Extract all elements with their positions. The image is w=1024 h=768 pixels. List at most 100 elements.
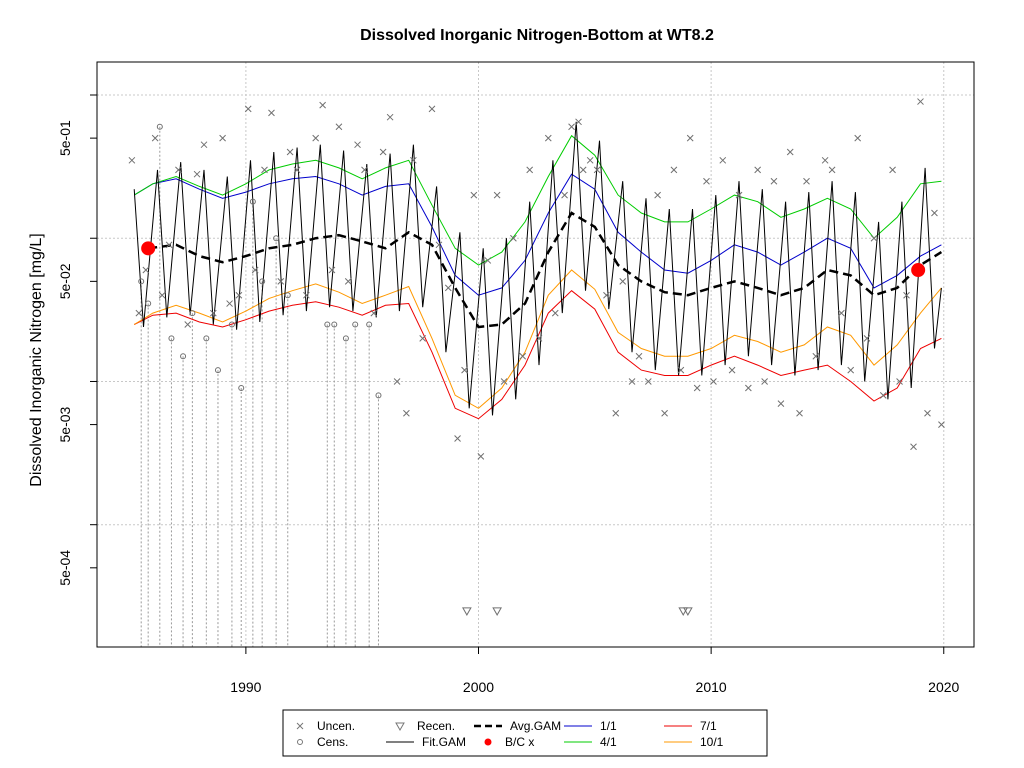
legend-label: Fit.GAM xyxy=(422,735,466,749)
point-uncensored xyxy=(828,166,836,174)
point-uncensored xyxy=(419,334,427,342)
point-uncensored xyxy=(654,191,661,199)
point-censored xyxy=(180,353,187,360)
point-uncensored xyxy=(693,384,701,392)
point-recensored xyxy=(462,607,472,616)
point-uncensored xyxy=(500,378,508,385)
point-censored xyxy=(203,335,210,342)
legend-item: 1/1 xyxy=(564,719,617,733)
chart-title: Dissolved Inorganic Nitrogen-Bottom at W… xyxy=(360,27,714,44)
point-uncensored xyxy=(135,309,143,317)
point-uncensored xyxy=(510,234,517,242)
point-uncensored xyxy=(786,148,794,156)
series-layer xyxy=(133,121,943,420)
point-uncensored xyxy=(435,241,443,249)
point-uncensored xyxy=(277,278,285,285)
point-uncensored xyxy=(319,101,327,109)
point-uncensored xyxy=(535,334,543,342)
point-uncensored xyxy=(158,291,166,299)
point-uncensored xyxy=(379,148,387,156)
point-uncensored xyxy=(303,291,310,299)
legend-label: 1/1 xyxy=(600,719,617,733)
point-uncensored xyxy=(184,321,192,328)
point-censored xyxy=(138,278,145,285)
point-uncensored xyxy=(175,166,182,174)
point-uncensored xyxy=(579,166,587,174)
point-censored xyxy=(342,335,349,342)
x-tick-label: 1990 xyxy=(230,679,261,695)
legend-symbol-dot xyxy=(484,738,492,746)
point-uncensored xyxy=(889,166,896,174)
point-uncensored xyxy=(551,309,559,317)
point-uncensored xyxy=(777,400,785,408)
point-uncensored xyxy=(544,134,552,142)
point-uncensored xyxy=(477,453,485,460)
legend-item: Fit.GAM xyxy=(386,735,466,749)
point-censored xyxy=(249,198,256,205)
point-uncensored xyxy=(710,378,717,385)
point-uncensored xyxy=(461,366,468,374)
point-uncensored xyxy=(261,166,268,174)
point-uncensored xyxy=(226,300,233,307)
point-recensored xyxy=(678,607,689,616)
point-censored xyxy=(145,300,152,307)
point-uncensored xyxy=(670,166,678,174)
point-uncensored xyxy=(593,166,601,174)
point-censored xyxy=(273,235,280,242)
point-uncensored xyxy=(903,291,910,299)
point-uncensored xyxy=(728,366,736,374)
point-uncensored xyxy=(603,291,610,299)
point-uncensored xyxy=(612,409,620,417)
point-uncensored xyxy=(286,148,294,156)
legend-label: 7/1 xyxy=(700,719,717,733)
point-uncensored xyxy=(870,234,878,242)
point-uncensored xyxy=(838,309,845,317)
point-uncensored xyxy=(410,156,417,164)
point-uncensored xyxy=(151,134,159,142)
legend-label: Uncen. xyxy=(317,719,355,733)
point-uncensored xyxy=(454,435,461,442)
grid xyxy=(97,62,974,647)
point-uncensored xyxy=(235,291,243,299)
point-censored xyxy=(238,385,245,392)
legend-label: Avg.GAM xyxy=(510,719,561,733)
point-uncensored xyxy=(568,123,575,131)
point-uncensored xyxy=(847,366,855,374)
point-uncensored xyxy=(293,166,301,174)
legend-item: 7/1 xyxy=(664,719,717,733)
point-uncensored xyxy=(370,309,378,317)
point-uncensored xyxy=(770,177,778,185)
legend-symbol-triangle xyxy=(395,722,405,732)
point-uncensored xyxy=(470,191,478,199)
point-uncensored xyxy=(896,378,903,385)
point-uncensored xyxy=(661,409,668,417)
point-uncensored xyxy=(393,378,401,385)
y-tick-label: 5e-03 xyxy=(57,406,73,442)
point-uncensored xyxy=(619,278,627,285)
point-censored xyxy=(324,321,331,328)
legend-item: B/C x xyxy=(484,735,534,749)
point-censored xyxy=(331,321,338,328)
x-tick-label: 2000 xyxy=(463,679,494,695)
plot-frame xyxy=(96,61,975,648)
legend-item: Avg.GAM xyxy=(474,719,561,733)
point-censored xyxy=(214,367,221,374)
point-censored xyxy=(189,310,196,317)
point-uncensored xyxy=(812,352,820,360)
legend-symbol-circle xyxy=(297,739,303,745)
series-line-avg-gam xyxy=(148,211,943,329)
series-line-1-1 xyxy=(133,173,942,296)
y-axis-title: Dissolved Inorganic Nitrogen [mg/L] xyxy=(28,233,45,486)
point-uncensored xyxy=(344,278,352,285)
series-line-7-1 xyxy=(133,290,942,420)
legend-item: Recen. xyxy=(395,719,455,733)
point-uncensored xyxy=(361,166,368,174)
point-uncensored xyxy=(354,141,361,149)
point-uncensored xyxy=(268,109,275,117)
point-bc xyxy=(911,263,926,278)
point-uncensored xyxy=(644,378,652,385)
point-uncensored xyxy=(428,105,436,113)
legend-item: 4/1 xyxy=(564,735,617,749)
legend-symbol-cross xyxy=(296,722,304,730)
point-uncensored xyxy=(910,443,917,451)
